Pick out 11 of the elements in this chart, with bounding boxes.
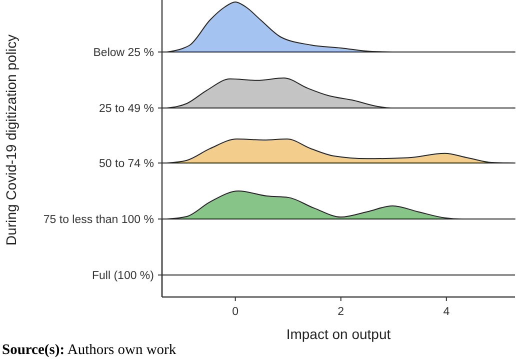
y-axis-title: Below 25 %: [93, 47, 154, 59]
text: Full (100 %): [92, 270, 154, 282]
y-axis-title: 25 to 49 %: [99, 103, 154, 115]
source-note: Source(s): Authors own work: [2, 342, 177, 358]
x-tick-label: 4: [443, 306, 450, 318]
text: During Covid-19 digitization policy: [3, 34, 19, 246]
x-tick-label: 2: [338, 306, 344, 318]
x-axis-title: Impact on output: [286, 326, 391, 342]
x-tick-label: 0: [232, 306, 239, 318]
y-axis-title: 50 to 74 %: [99, 158, 154, 170]
y-axis-title: 75 to less than 100 %: [43, 214, 154, 226]
